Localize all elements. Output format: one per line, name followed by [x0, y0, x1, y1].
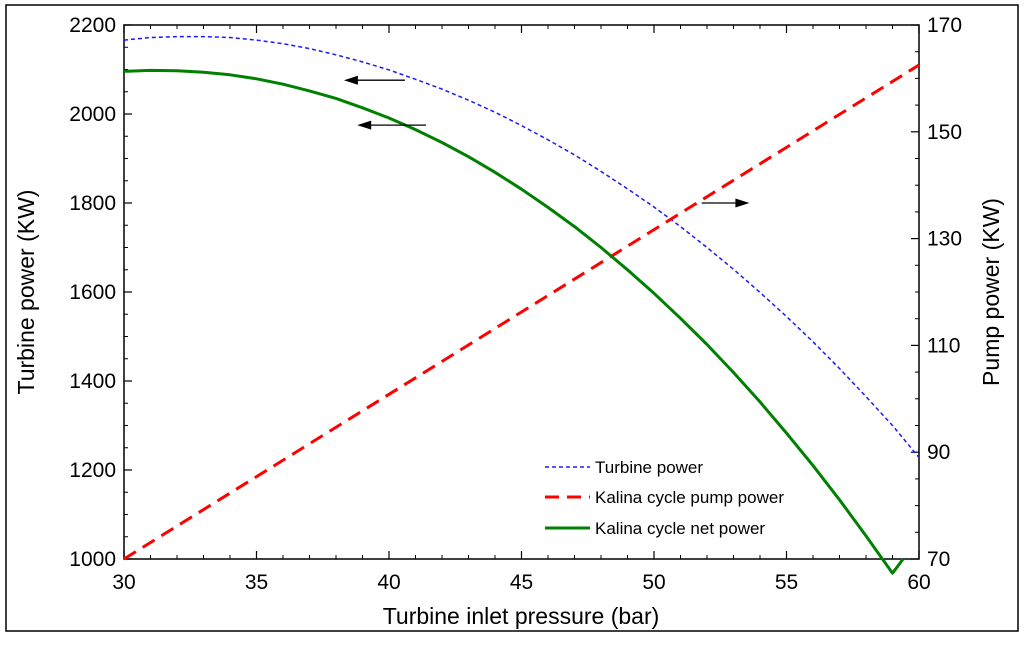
x-tick-label: 45 [510, 571, 533, 594]
x-axis: 30 35 40 45 50 55 60 [112, 25, 931, 594]
y2-tick-label: 150 [927, 121, 962, 144]
annotation-arrow-head [735, 198, 750, 208]
y-tick-label: 2200 [69, 14, 116, 37]
x-tick-label: 55 [775, 571, 798, 594]
plot-frame [123, 24, 920, 560]
y-axis-left: 1000 1200 1400 1600 1800 2000 2200 [69, 14, 132, 571]
y-tick-label: 1400 [69, 370, 116, 393]
x-tick-label: 35 [245, 571, 268, 594]
annotation-arrow-head [357, 120, 372, 130]
y2-tick-label: 90 [927, 441, 950, 464]
figure-border [5, 4, 1019, 632]
series-line-2 [123, 68, 905, 575]
x-tick-label: 30 [112, 571, 135, 594]
y-tick-label: 1000 [69, 548, 116, 571]
y-axis-title: Turbine power (KW) [13, 190, 39, 395]
y-tick-label: 1200 [69, 459, 116, 482]
y-axis-right: 70 90 110 130 150 170 [911, 14, 962, 571]
series-line-0 [123, 35, 920, 458]
x-axis-title: Turbine inlet pressure (bar) [383, 603, 660, 629]
legend: Turbine power Kalina cycle pump power Ka… [545, 458, 784, 538]
series-line-1 [123, 63, 920, 561]
legend-label-turbine-power: Turbine power [595, 458, 703, 477]
x-tick-label: 60 [907, 571, 930, 594]
annotation-layer [343, 75, 750, 208]
legend-label-pump-power: Kalina cycle pump power [595, 488, 784, 507]
y2-axis-title: Pump power (KW) [978, 198, 1004, 386]
series-layer [123, 35, 920, 575]
x-tick-label: 40 [377, 571, 400, 594]
y-tick-label: 2000 [69, 103, 116, 126]
y2-tick-label: 170 [927, 14, 962, 37]
y2-tick-label: 70 [927, 548, 950, 571]
annotation-arrow-head [343, 75, 358, 85]
y2-tick-label: 130 [927, 228, 962, 251]
y-tick-label: 1600 [69, 281, 116, 304]
x-tick-label: 50 [642, 571, 665, 594]
y-tick-label: 1800 [69, 192, 116, 215]
y2-tick-label: 110 [927, 334, 960, 357]
legend-label-net-power: Kalina cycle net power [595, 519, 765, 538]
